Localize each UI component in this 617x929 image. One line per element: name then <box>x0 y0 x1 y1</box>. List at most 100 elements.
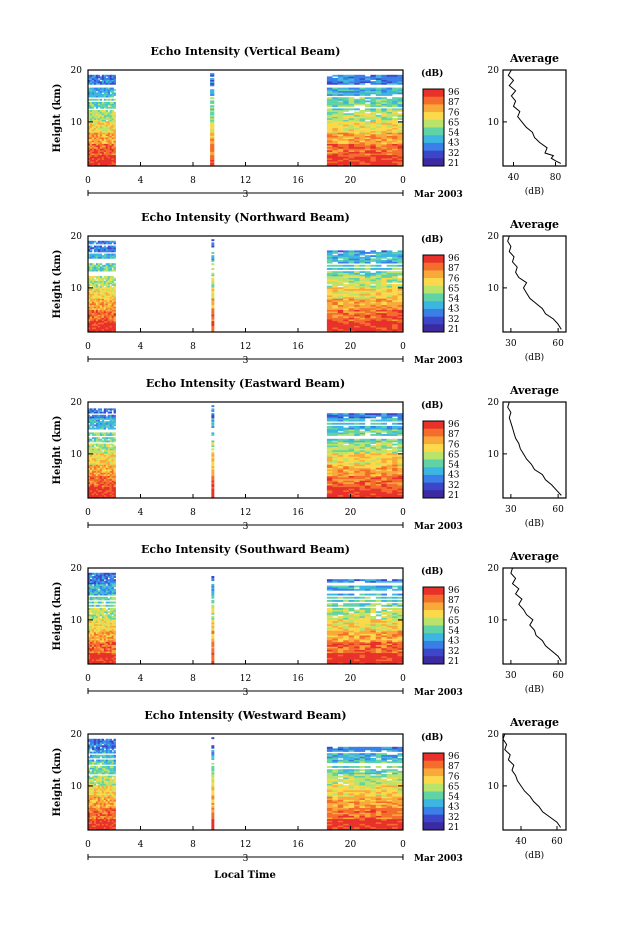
heatmap-cell <box>90 127 93 130</box>
heatmap-cell <box>397 127 404 130</box>
heatmap-cell <box>375 330 382 333</box>
heatmap-cell <box>370 132 377 135</box>
heatmap-cell <box>107 98 110 101</box>
heatmap-cell <box>101 414 105 417</box>
heatmap-cell <box>348 472 355 475</box>
heatmap-cell <box>397 272 404 275</box>
heatmap-cell <box>337 304 344 307</box>
heatmap-cell <box>95 608 99 610</box>
heatmap-cell <box>381 427 387 430</box>
heatmap-cell <box>97 641 101 644</box>
heatmap-cell <box>111 253 114 256</box>
heatmap-cell <box>359 443 366 446</box>
heatmap-cell <box>113 137 116 140</box>
heatmap-cell <box>211 245 215 248</box>
heatmap-cell <box>332 295 338 298</box>
heatmap-cell <box>101 485 105 488</box>
heatmap-cell <box>101 300 105 302</box>
heatmap-cell <box>91 656 95 658</box>
heatmap-cell <box>332 89 338 92</box>
heatmap-cell <box>88 662 91 665</box>
heatmap-cell <box>103 277 107 280</box>
heatmap-cell <box>113 627 116 630</box>
heatmap-cell <box>364 156 371 159</box>
heatmap-cell <box>113 649 116 652</box>
heatmap-cell <box>101 616 105 618</box>
heatmap-cell <box>397 256 404 259</box>
heatmap-cell <box>364 462 371 465</box>
heatmap-cell <box>113 612 116 615</box>
heatmap-cell <box>381 485 387 488</box>
heatmap-cell <box>90 648 93 650</box>
heatmap-cell <box>90 89 93 92</box>
heatmap-cell <box>109 301 112 304</box>
heatmap-cell <box>111 303 114 306</box>
heatmap-cell <box>375 480 382 483</box>
heatmap-cell <box>107 627 110 630</box>
heatmap-cell <box>392 253 398 256</box>
heatmap-cell <box>109 619 112 622</box>
heatmap-cell <box>97 624 101 626</box>
heatmap-cell <box>392 467 398 470</box>
heatmap-cell <box>95 627 99 630</box>
heatmap-cell <box>211 422 215 425</box>
heatmap-cell <box>90 300 93 302</box>
heatmap-cell <box>332 284 338 286</box>
heatmap-cell <box>109 114 112 117</box>
heatmap-cell <box>105 659 108 662</box>
heatmap-cell <box>99 111 103 114</box>
heatmap-cell <box>90 296 93 299</box>
heatmap-cell <box>107 451 110 454</box>
heatmap-cell <box>113 643 116 646</box>
heatmap-cell <box>326 488 333 491</box>
heatmap-cell <box>348 304 355 307</box>
heatmap-cell <box>88 459 91 462</box>
heatmap-cell <box>101 240 105 243</box>
heatmap-cell <box>375 119 382 122</box>
heatmap-cell <box>397 143 404 146</box>
heatmap-cell <box>354 494 360 497</box>
heatmap-cell <box>107 426 110 428</box>
heatmap-cell <box>348 414 355 417</box>
heatmap-cell <box>113 432 116 435</box>
heatmap-cell <box>91 137 95 140</box>
heatmap-cell <box>111 474 114 476</box>
heatmap-cell <box>397 419 404 422</box>
heatmap-cell <box>101 446 105 449</box>
heatmap-cell <box>348 132 355 135</box>
heatmap-cell <box>90 113 93 116</box>
heatmap-cell <box>111 82 114 85</box>
heatmap-cell <box>392 493 398 496</box>
heatmap-cell <box>91 620 95 623</box>
heatmap-cell <box>113 451 116 454</box>
heatmap-cell <box>101 486 105 489</box>
heatmap-cell <box>364 92 371 95</box>
heatmap-cell <box>88 624 91 626</box>
heatmap-cell <box>111 328 114 331</box>
heatmap-cell <box>101 437 105 440</box>
heatmap-cell <box>370 496 377 499</box>
heatmap-cell <box>354 427 360 430</box>
heatmap-cell <box>381 90 387 93</box>
heatmap-cell <box>101 121 105 124</box>
heatmap-cell <box>111 295 114 298</box>
heatmap-cell <box>107 328 110 331</box>
heatmap-cell <box>392 434 398 436</box>
heatmap-cell <box>359 298 366 301</box>
heatmap-cell <box>88 111 91 114</box>
heatmap-cell <box>91 644 95 647</box>
heatmap-cell <box>211 317 215 320</box>
heatmap-cell <box>392 105 398 108</box>
heatmap-cell <box>392 110 398 112</box>
heatmap-cell <box>99 159 103 162</box>
heatmap-cell <box>105 424 108 427</box>
heatmap-cell <box>97 486 101 489</box>
heatmap-cell <box>354 296 360 299</box>
heatmap-cell <box>107 300 110 302</box>
heatmap-cell <box>101 649 105 652</box>
heatmap-cell <box>359 134 366 136</box>
heatmap-cell <box>91 98 95 101</box>
heatmap-cell <box>109 94 112 96</box>
heatmap-cell <box>91 295 95 298</box>
heatmap-cell <box>359 306 366 309</box>
